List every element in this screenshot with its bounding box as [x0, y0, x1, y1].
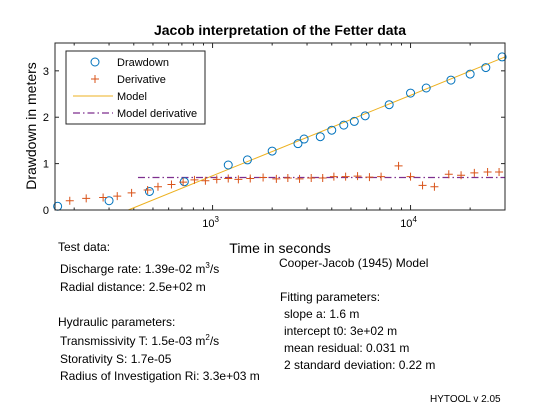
storativity: Storativity S: 1.7e-05	[60, 352, 172, 366]
standard-deviation: 2 standard deviation: 0.22 m	[284, 358, 436, 372]
model-line	[128, 56, 506, 211]
derivative-point	[444, 170, 453, 179]
derivative-point	[113, 192, 122, 201]
derivative-point	[470, 168, 479, 177]
derivative-point	[212, 175, 221, 184]
derivative-point	[127, 188, 136, 197]
drawdown-point	[384, 100, 394, 110]
drawdown-point	[242, 155, 252, 165]
derivative-point	[201, 176, 210, 185]
chart-title: Jacob interpretation of the Fetter data	[154, 22, 406, 38]
drawdown-point	[327, 125, 337, 135]
derivative-point	[353, 172, 362, 181]
radius-of-investigation: Radius of Investigation Ri: 3.3e+03 m	[60, 369, 260, 383]
mean-residual: mean residual: 0.031 m	[284, 341, 410, 355]
hydraulic-heading: Hydraulic parameters:	[58, 315, 176, 329]
derivative-point	[295, 174, 304, 183]
derivative-point	[430, 182, 439, 191]
y-tick-label: 0	[43, 205, 49, 217]
drawdown-point	[465, 69, 475, 79]
x-tick-base: 10	[202, 218, 214, 230]
model-name: Cooper-Jacob (1945) Model	[279, 256, 429, 270]
derivative-point	[394, 161, 403, 170]
legend-derivative-marker	[91, 75, 99, 83]
derivative-point	[457, 171, 466, 180]
derivative-point	[259, 173, 268, 182]
drawdown-point	[144, 186, 154, 196]
derivative-point	[82, 194, 91, 203]
drawdown-point	[497, 52, 507, 62]
slope: slope a: 1.6 m	[284, 307, 360, 321]
drawdown-point	[223, 160, 233, 170]
drawdown-point	[315, 132, 325, 142]
derivative-point	[377, 172, 386, 181]
version-label: HYTOOL v 2.05	[430, 394, 501, 405]
drawdown-point	[267, 146, 277, 156]
derivative-point	[365, 173, 374, 182]
drawdown-point	[349, 116, 359, 126]
transmissivity-unit: /s	[209, 334, 220, 348]
drawdown-point	[406, 88, 416, 98]
derivative-point	[272, 174, 281, 183]
y-tick-label: 1	[43, 159, 49, 171]
test-data-heading: Test data:	[58, 240, 111, 254]
derivative-point	[483, 167, 492, 176]
drawdown-point	[104, 196, 114, 206]
derivative-point	[495, 167, 504, 176]
x-tick-base: 10	[400, 218, 412, 230]
radial-distance: Radial distance: 2.5e+02 m	[60, 280, 206, 294]
fitting-heading: Fitting parameters:	[280, 290, 381, 304]
legend-label-model-derivative: Model derivative	[117, 108, 197, 120]
discharge-rate-unit: /s	[209, 262, 220, 276]
transmissivity: Transmissivity T: 1.5e-03 m2/s	[60, 333, 220, 349]
drawdown-point	[481, 63, 491, 73]
y-axis-label: Drawdown in meters	[23, 62, 39, 190]
legend-label-derivative: Derivative	[117, 74, 166, 86]
legend-box	[65, 50, 206, 125]
derivative-point	[341, 172, 350, 181]
derivative-point	[167, 180, 176, 189]
legend-label-drawdown: Drawdown	[117, 57, 169, 69]
intercept: intercept t0: 3e+02 m	[284, 324, 398, 338]
drawdown-point	[360, 111, 370, 121]
x-tick-label: 104	[400, 215, 417, 230]
transmissivity-label: Transmissivity T: 1.5e-03 m	[60, 334, 206, 348]
derivative-point	[153, 182, 162, 191]
x-tick-exponent: 3	[214, 215, 219, 224]
derivative-point	[307, 173, 316, 182]
derivative-point	[190, 175, 199, 184]
y-tick-label: 3	[43, 66, 49, 78]
drawdown-point	[339, 120, 349, 130]
derivative-point	[99, 193, 108, 202]
derivative-point	[418, 181, 427, 190]
x-tick-exponent: 4	[412, 215, 417, 224]
drawdown-point	[446, 75, 456, 85]
x-tick-label: 103	[202, 215, 219, 230]
derivative-point	[65, 196, 74, 205]
discharge-rate-label: Discharge rate: 1.39e-02 m	[60, 262, 206, 276]
y-tick-label: 2	[43, 112, 49, 124]
derivative-point	[246, 174, 255, 183]
legend-label-model: Model	[117, 91, 147, 103]
discharge-rate: Discharge rate: 1.39e-02 m3/s	[60, 261, 220, 277]
drawdown-point	[421, 83, 431, 93]
drawdown-point	[299, 134, 309, 144]
derivative-point	[406, 172, 415, 181]
axes-frame	[54, 42, 506, 211]
derivative-point	[224, 174, 233, 183]
derivative-point	[283, 173, 292, 182]
legend: Drawdown Derivative Model Model derivative	[65, 50, 206, 125]
legend-drawdown-marker	[90, 57, 100, 67]
derivative-point	[329, 172, 338, 181]
derivative-point	[234, 175, 243, 184]
derivative-point	[143, 186, 152, 195]
discharge-rate-exponent: 3	[205, 261, 210, 270]
drawdown-point	[293, 139, 303, 149]
derivative-point	[179, 178, 188, 187]
x-axis-label: Time in seconds	[229, 240, 330, 256]
transmissivity-exponent: 2	[205, 333, 210, 342]
derivative-point	[318, 173, 327, 182]
